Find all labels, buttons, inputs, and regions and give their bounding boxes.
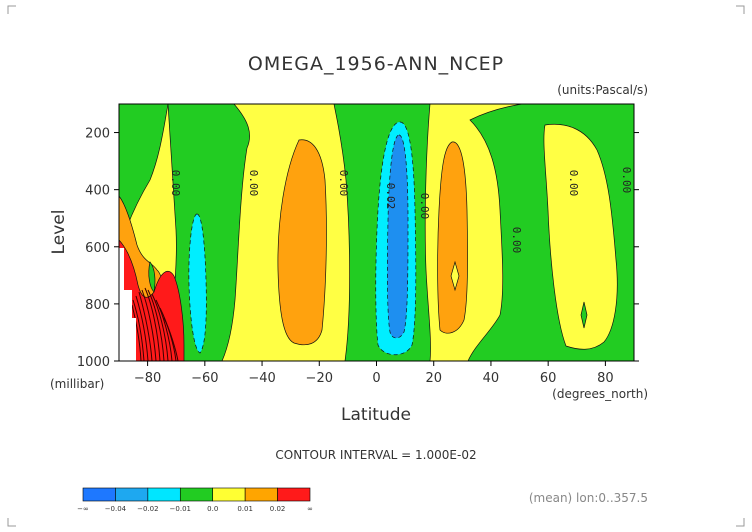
x-tick-label: −60 [191,371,218,386]
colorbar-label: 0.0 [207,505,218,513]
contour-label: 0.00 [337,170,350,197]
colorbar-swatch [82,487,116,502]
units-label: (units:Pascal/s) [557,83,648,97]
yellow-tongue-north [543,123,618,350]
colorbar: −∞ −0.04 −0.02 −0.01 0.0 0.01 0.02 ∞ [77,487,313,513]
y-tick-label: 800 [85,298,110,313]
x-tick-label: 20 [425,371,442,386]
dark-contour-cluster [131,287,179,361]
colorbar-label: −0.02 [137,505,158,513]
contour-interval-text: CONTOUR INTERVAL = 1.000E-02 [275,448,476,462]
x-tick-label: −20 [306,371,333,386]
y-axis: 200 400 600 800 1000 [77,127,639,370]
corner-marks [7,5,745,527]
x-tick-label: 60 [540,371,557,386]
footer-mean-text: (mean) lon:0..357.5 [529,491,648,505]
plot-field [119,104,634,361]
y-units-label: (millibar) [50,377,104,391]
colorbar-label: 0.01 [237,505,253,513]
green-speck-70n [580,301,588,329]
x-axis: −80 −60 −40 −20 0 20 40 60 80 [134,361,614,386]
colorbar-swatch [277,487,311,502]
contour-label: 0.00 [510,227,523,254]
colorbar-swatch [147,487,181,502]
contour-label: 0.00 [620,167,633,194]
y-axis-label: Level [49,210,69,255]
colorbar-label: −0.01 [170,505,191,513]
x-tick-label: −80 [134,371,161,386]
orange-cell-25s [277,139,327,346]
colorbar-label: −∞ [77,505,89,513]
x-tick-label: 40 [483,371,500,386]
x-units-label: (degrees_north) [552,387,648,401]
colorbar-swatch [115,487,149,502]
y-tick-label: 600 [85,241,110,256]
contour-label: 0.00 [418,193,431,220]
colorbar-swatch [179,487,214,502]
cyan-cell-60s [188,213,207,354]
colorbar-swatch [212,487,246,502]
green-band-60s [165,104,250,361]
x-tick-label: 0 [372,371,380,386]
terrain-mask [119,248,136,361]
colorbar-label: ∞ [307,505,313,513]
y-tick-label: 1000 [77,355,110,370]
orange-cell-25n [437,141,468,334]
colorbar-label: −0.04 [105,505,127,513]
y-tick-label: 200 [85,127,110,142]
chart-title: OMEGA_1956-ANN_NCEP [248,53,504,75]
yellow-hole-25n [450,260,460,292]
y-tick-label: 400 [85,184,110,199]
x-tick-label: −40 [248,371,275,386]
contour-label: 0.00 [247,170,260,197]
x-tick-label: 80 [597,371,614,386]
contour-labels: 0.00 0.00 0.00 0.02 0.00 0.00 0.00 0.00 [169,167,633,254]
blue-core-equator [387,134,409,339]
colorbar-swatch [244,487,278,502]
contour-label: 0.02 [384,183,397,210]
contour-label: 0.00 [567,170,580,197]
contour-label: 0.00 [169,170,182,197]
x-axis-label: Latitude [341,405,411,425]
colorbar-label: 0.02 [270,505,286,513]
